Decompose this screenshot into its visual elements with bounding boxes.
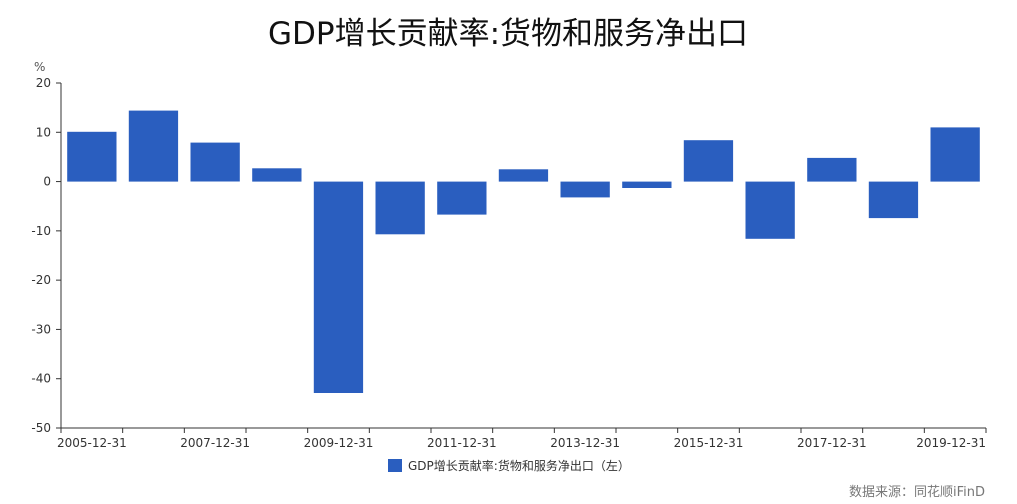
legend-swatch xyxy=(388,459,402,472)
x-tick-label: 2007-12-31 xyxy=(180,436,250,450)
y-axis-unit: % xyxy=(34,60,45,74)
x-tick-label: 2005-12-31 xyxy=(57,436,127,450)
bar xyxy=(252,168,302,182)
bar xyxy=(375,181,425,235)
y-tick-label: -50 xyxy=(31,421,51,435)
y-axis: 20 10 0 -10 -20 -30 -40 -50 xyxy=(31,76,62,435)
bar xyxy=(930,127,980,182)
bar xyxy=(67,131,117,182)
bar xyxy=(560,181,610,198)
x-tick-label: 2017-12-31 xyxy=(797,436,867,450)
legend: GDP增长贡献率:货物和服务净出口（左） xyxy=(388,458,630,473)
y-tick-label: 20 xyxy=(36,76,51,90)
bar xyxy=(868,181,919,219)
bar xyxy=(745,181,795,239)
x-axis: 2005-12-31 2007-12-31 2009-12-31 2011-12-31… xyxy=(57,427,987,450)
y-tick-label: -20 xyxy=(31,273,51,287)
bar-series xyxy=(67,110,980,393)
y-tick-label: 10 xyxy=(36,125,51,139)
x-tick-label: 2019-12-31 xyxy=(916,436,986,450)
bar xyxy=(128,110,179,182)
y-tick-label: -10 xyxy=(31,224,51,238)
data-source-note: 数据来源：同花顺iFinD xyxy=(849,484,985,500)
x-tick-label: 2011-12-31 xyxy=(427,436,497,450)
x-tick-label: 2009-12-31 xyxy=(304,436,374,450)
chart-title: GDP增长贡献率:货物和服务净出口 xyxy=(268,16,748,52)
y-tick-label: 0 xyxy=(43,175,51,189)
bar xyxy=(683,140,734,182)
y-tick-label: -30 xyxy=(31,322,51,336)
bar xyxy=(807,157,857,182)
bar xyxy=(313,181,364,393)
legend-label: GDP增长贡献率:货物和服务净出口（左） xyxy=(408,458,630,473)
x-tick-label: 2015-12-31 xyxy=(674,436,744,450)
y-tick-label: -40 xyxy=(31,372,51,386)
bar xyxy=(622,181,672,188)
bar xyxy=(437,181,487,215)
bar xyxy=(498,169,549,182)
x-tick-label: 2013-12-31 xyxy=(550,436,620,450)
bar xyxy=(190,142,240,182)
